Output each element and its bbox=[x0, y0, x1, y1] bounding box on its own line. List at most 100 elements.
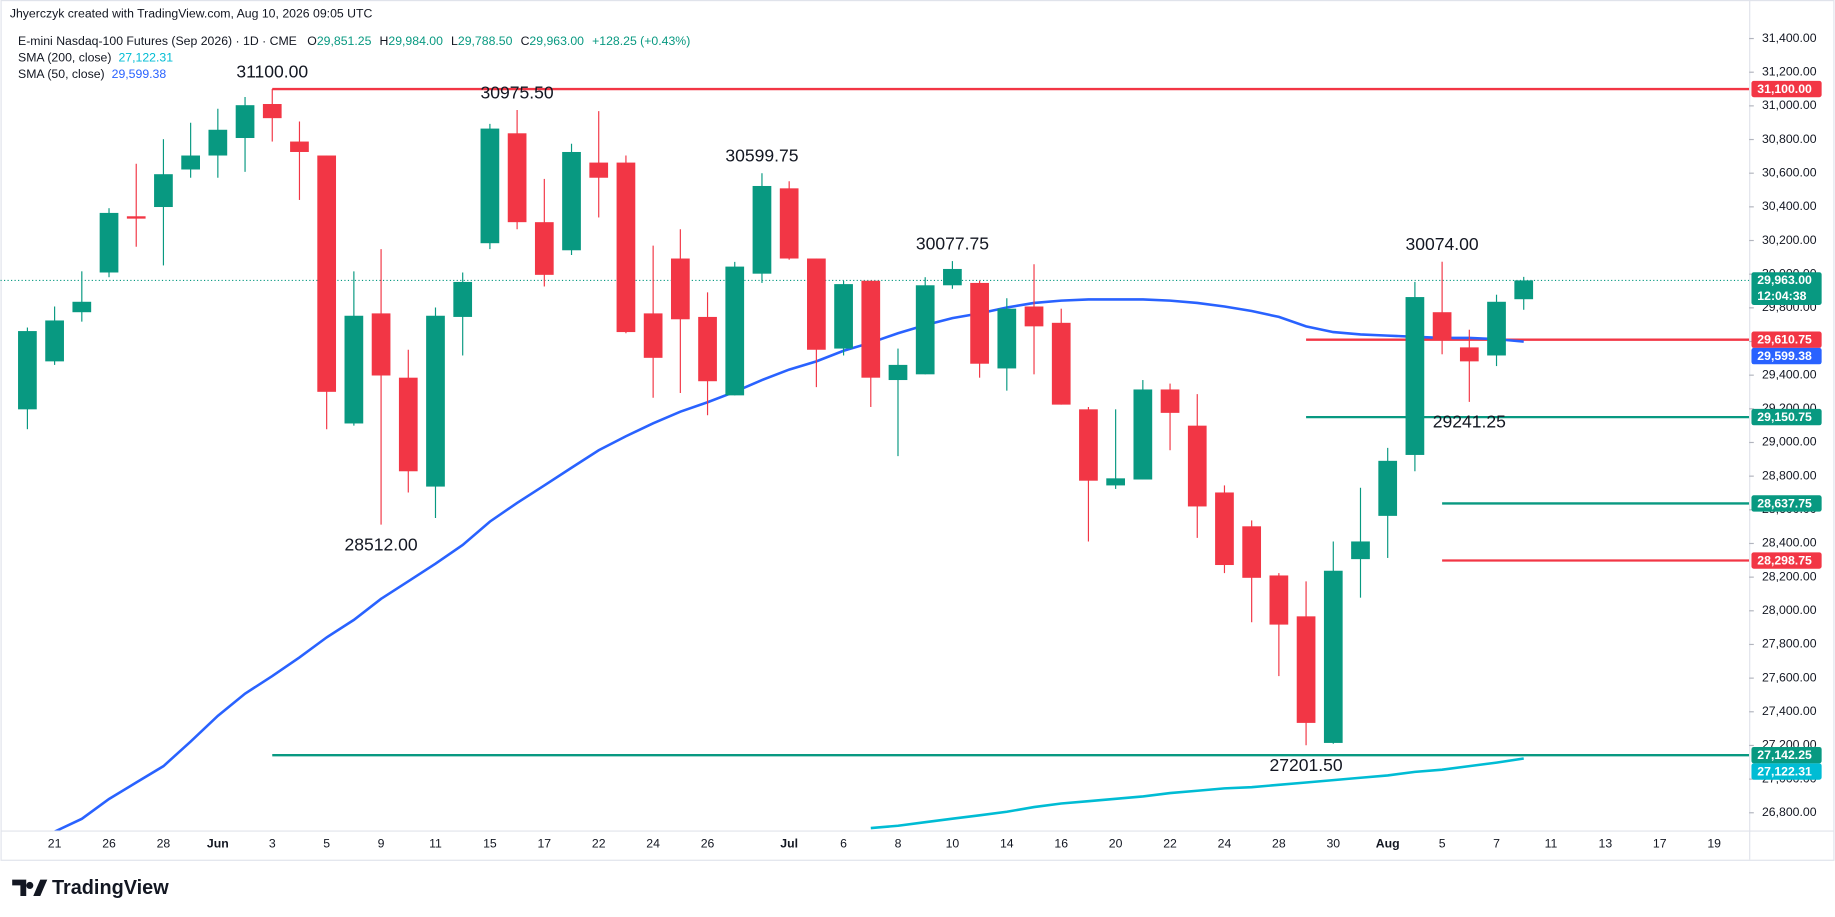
x-tick-label: 30 bbox=[1326, 837, 1340, 851]
y-tick-label: 31,400.00 bbox=[1762, 31, 1817, 45]
y-tick-label: 30,400.00 bbox=[1762, 199, 1817, 213]
candle-body bbox=[616, 162, 636, 333]
y-tick-label: 30,200.00 bbox=[1762, 233, 1817, 247]
candle-body bbox=[1351, 541, 1370, 560]
price-annotation: 28512.00 bbox=[345, 534, 418, 554]
price-tag bbox=[1751, 272, 1822, 305]
price-annotation: 30077.75 bbox=[916, 233, 989, 253]
candle-body bbox=[534, 222, 554, 275]
sma-line bbox=[870, 757, 1524, 830]
price-tag bbox=[1751, 746, 1822, 764]
candle-body bbox=[1187, 425, 1207, 507]
y-tick-label: 29,000.00 bbox=[1762, 435, 1817, 449]
price-annotation: 30599.75 bbox=[725, 145, 798, 165]
y-tick-label: 28,800.00 bbox=[1762, 468, 1817, 482]
x-tick-label: 28 bbox=[157, 837, 171, 851]
candle-body bbox=[698, 316, 717, 382]
x-tick-label: 9 bbox=[378, 837, 385, 851]
candle-body bbox=[72, 301, 92, 313]
x-tick-label: 21 bbox=[48, 837, 62, 851]
x-tick-label: 28 bbox=[1272, 837, 1286, 851]
price-tag-label: 29,150.75 bbox=[1757, 410, 1812, 424]
price-tag bbox=[1751, 80, 1822, 98]
candle-body bbox=[1106, 478, 1125, 486]
change: +128.25 (+0.43%) bbox=[592, 34, 690, 48]
price-annotation: 27201.50 bbox=[1270, 755, 1343, 775]
candle-body bbox=[480, 128, 500, 244]
candle-body bbox=[453, 281, 473, 317]
x-tick-label: Jun bbox=[207, 837, 229, 851]
candle-body bbox=[970, 282, 989, 364]
x-tick-label: 11 bbox=[429, 837, 442, 851]
ohlc-key: L bbox=[451, 34, 458, 48]
y-tick-label: 30,800.00 bbox=[1762, 132, 1817, 146]
candle-body bbox=[181, 155, 200, 170]
plot-area bbox=[0, 87, 1750, 831]
candle-body bbox=[861, 280, 881, 378]
x-tick-label: 11 bbox=[1545, 837, 1558, 851]
candle-body bbox=[290, 141, 309, 152]
candle-body bbox=[1432, 312, 1452, 341]
price-tag bbox=[1751, 331, 1822, 348]
ohlc-value: 29,963.00 bbox=[529, 34, 584, 48]
candle-body bbox=[371, 313, 391, 376]
x-tick-label: 24 bbox=[1218, 837, 1232, 851]
candle-body bbox=[589, 162, 609, 178]
indicator-value: 29,599.38 bbox=[112, 67, 167, 81]
price-tag bbox=[1751, 495, 1822, 512]
y-tick-label: 31,200.00 bbox=[1762, 64, 1817, 78]
x-tick-label: 5 bbox=[1439, 837, 1446, 851]
candle-body bbox=[752, 185, 772, 274]
candle-body bbox=[915, 285, 935, 375]
ohlc-value: 29,788.50 bbox=[458, 34, 513, 48]
candle-body bbox=[235, 105, 255, 139]
y-tick-label: 29,400.00 bbox=[1762, 367, 1817, 381]
y-tick-label: 28,200.00 bbox=[1762, 569, 1817, 583]
candle-body bbox=[1133, 389, 1153, 480]
chart-frame bbox=[0, 0, 1835, 861]
candle-body bbox=[1296, 616, 1316, 723]
candle-body bbox=[99, 212, 119, 273]
x-tick-label: 14 bbox=[1000, 837, 1014, 851]
logo-icon bbox=[12, 879, 48, 896]
candle-body bbox=[154, 174, 173, 208]
x-tick-label: 13 bbox=[1599, 837, 1613, 851]
x-tick-label: 3 bbox=[269, 837, 276, 851]
indicator-value: 27,122.31 bbox=[118, 51, 173, 65]
y-tick-label: 27,800.00 bbox=[1762, 637, 1817, 651]
price-tag bbox=[1751, 408, 1822, 426]
x-tick-label: 26 bbox=[102, 837, 116, 851]
indicator-name: SMA (200, close) bbox=[18, 51, 111, 65]
symbol-legend: E-mini Nasdaq-100 Futures (Sep 2026) · 1… bbox=[18, 34, 690, 48]
candle-body bbox=[317, 155, 337, 392]
price-annotation: 30975.50 bbox=[481, 82, 554, 102]
x-tick-label: Jul bbox=[780, 837, 798, 851]
x-tick-label: 7 bbox=[1493, 837, 1500, 851]
x-tick-label: Aug bbox=[1376, 837, 1400, 851]
x-tick-label: 6 bbox=[840, 837, 847, 851]
indicator-legend: SMA (200, close) 27,122.31 bbox=[18, 51, 173, 65]
countdown-label: 12:04:38 bbox=[1757, 289, 1806, 303]
candle-body bbox=[1323, 570, 1343, 743]
price-tag bbox=[1751, 552, 1822, 569]
ohlc-key: H bbox=[380, 34, 389, 48]
candle-body bbox=[1459, 347, 1479, 362]
candle-body bbox=[1269, 575, 1289, 625]
x-tick-label: 15 bbox=[483, 837, 497, 851]
candle-body bbox=[262, 104, 282, 119]
y-tick-label: 27,400.00 bbox=[1762, 704, 1817, 718]
price-tag-label: 27,142.25 bbox=[1757, 748, 1812, 762]
candle-body bbox=[834, 284, 853, 349]
ohlc-key: O bbox=[307, 34, 317, 48]
ohlc-key: C bbox=[521, 34, 530, 48]
candle-body bbox=[1160, 389, 1180, 413]
ohlc-value: 29,851.25 bbox=[317, 34, 372, 48]
price-annotation: 31100.00 bbox=[236, 61, 308, 81]
indicator-legend: SMA (50, close) 29,599.38 bbox=[18, 67, 166, 81]
x-tick-label: 24 bbox=[646, 837, 660, 851]
x-tick-label: 8 bbox=[895, 837, 902, 851]
indicator-name: SMA (50, close) bbox=[18, 67, 105, 81]
price-tag bbox=[1751, 347, 1822, 365]
price-tag-label: 27,122.31 bbox=[1757, 764, 1812, 778]
